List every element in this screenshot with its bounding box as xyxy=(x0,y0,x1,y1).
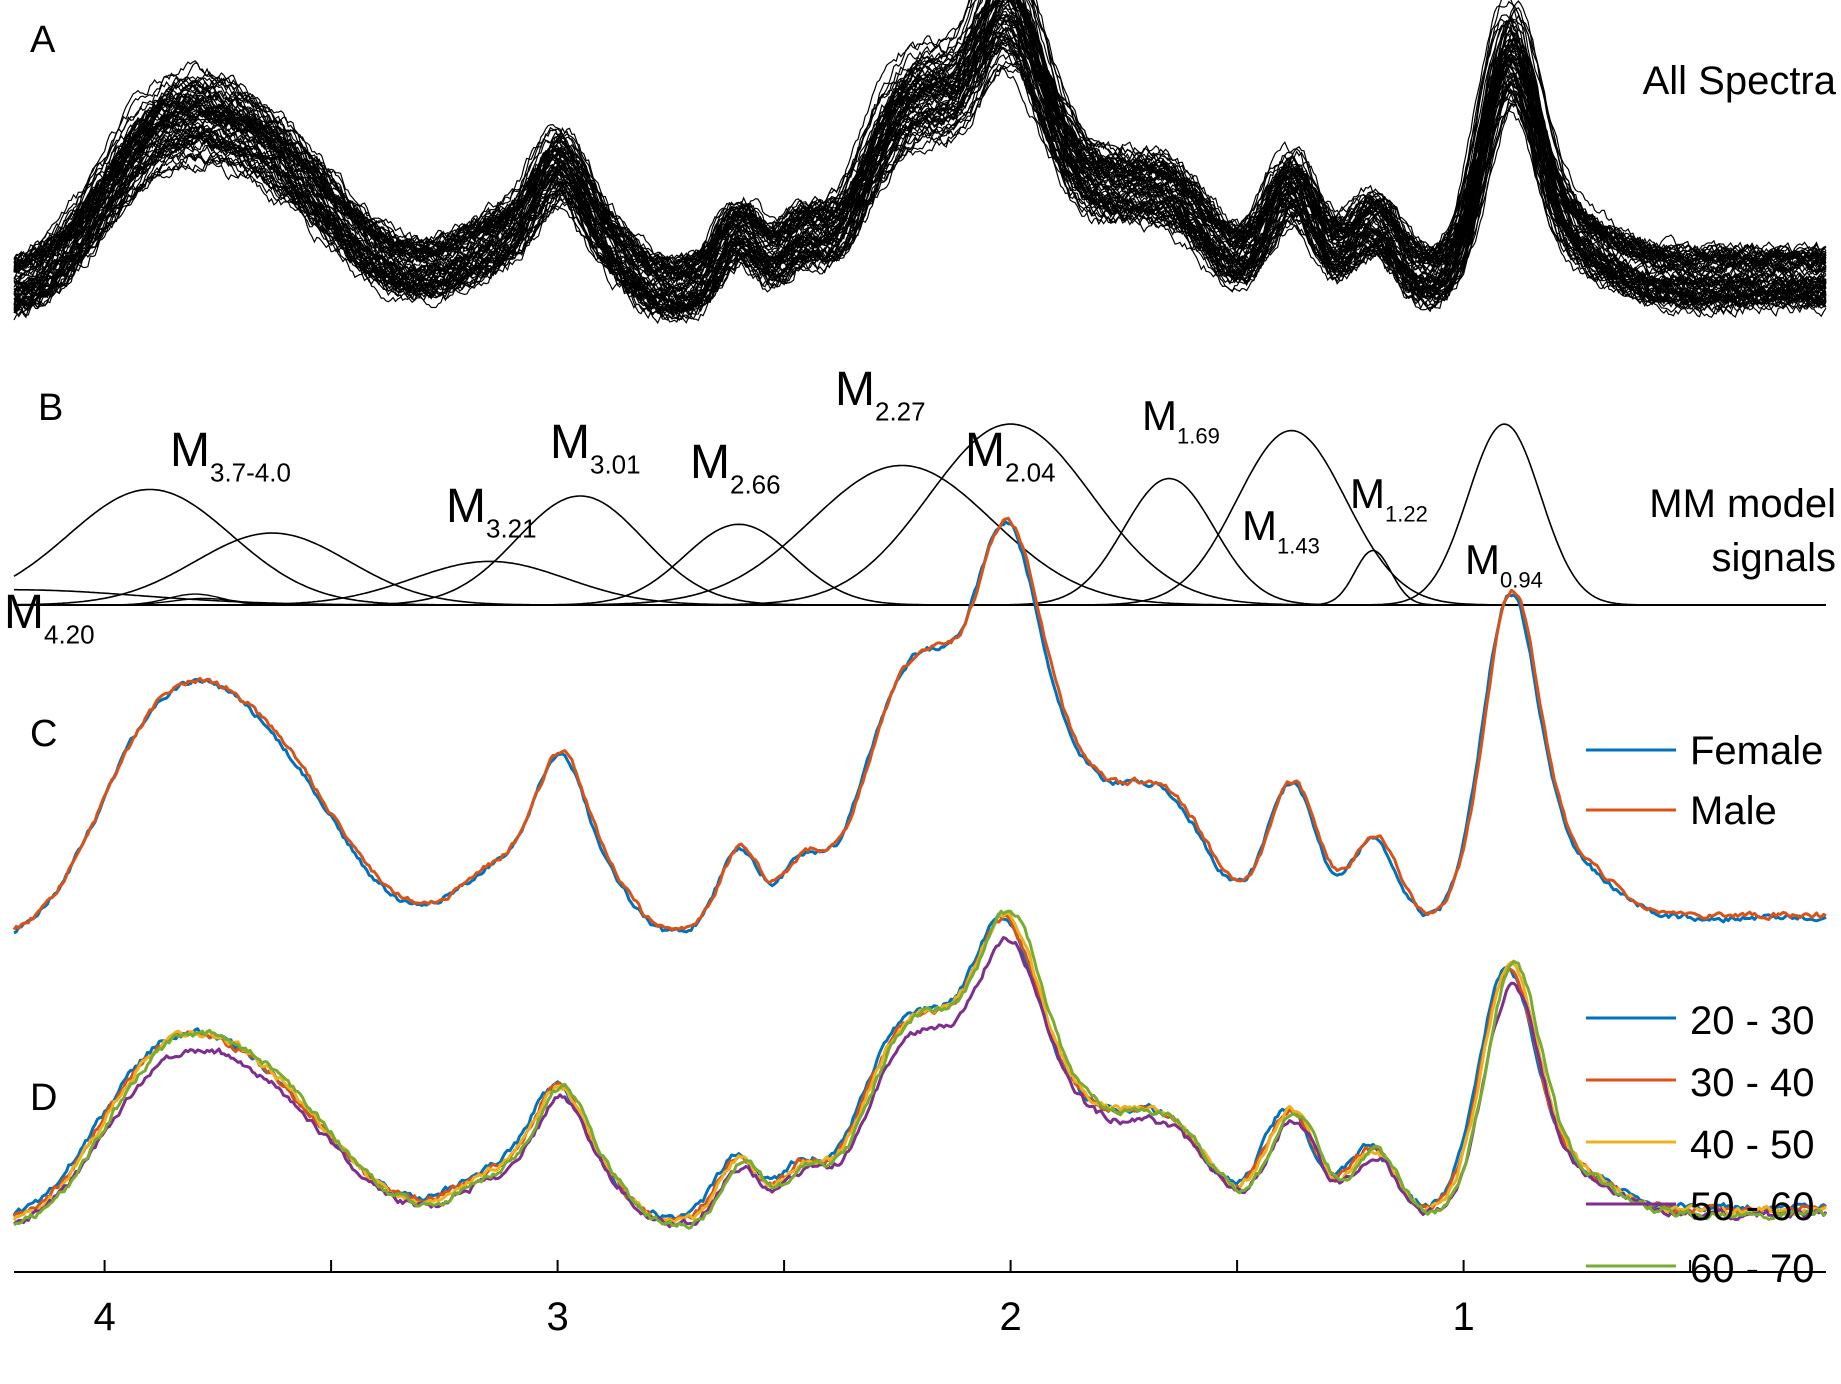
mm-model-label: M0.94 xyxy=(1465,536,1543,592)
mm-model-label: M3.21 xyxy=(446,480,537,543)
mm-model-label: M2.04 xyxy=(965,424,1056,487)
mm-label-sub: 1.22 xyxy=(1385,501,1428,526)
average-spectrum-line xyxy=(12,516,1827,932)
panel-a: A All Spectra xyxy=(13,0,1837,325)
mm-label-main: M xyxy=(550,416,590,469)
average-spectrum-line xyxy=(13,936,1828,1229)
panel-b: B MM model signals M4.20M3.7-4.0M3.21M3.… xyxy=(4,363,1836,649)
average-spectrum-line xyxy=(12,910,1827,1224)
legend-label: 20 - 30 xyxy=(1690,999,1815,1043)
spectrum-trace xyxy=(13,0,1827,293)
mm-model-label: M2.27 xyxy=(835,363,926,426)
mm-label-sub: 3.7-4.0 xyxy=(210,457,291,487)
mm-label-main: M xyxy=(1350,470,1385,517)
legend-label: 40 - 50 xyxy=(1690,1123,1815,1167)
mm-model-label: M1.43 xyxy=(1242,502,1320,558)
mm-model-label: M2.66 xyxy=(690,436,781,499)
panel-c-letter: C xyxy=(30,713,57,755)
mm-label-main: M xyxy=(1242,502,1277,549)
mm-label-sub: 2.04 xyxy=(1005,457,1056,487)
mm-label-sub: 4.20 xyxy=(44,619,95,649)
legend-label: 30 - 40 xyxy=(1690,1061,1815,1105)
spectrum-trace xyxy=(13,65,1827,323)
mm-label-sub: 1.43 xyxy=(1277,533,1320,558)
x-axis-ticks: 4 3 2 1 xyxy=(93,1260,1692,1339)
mm-model-label: M3.01 xyxy=(550,416,641,479)
sex-average-lines xyxy=(12,516,1827,935)
mm-model-label: M1.69 xyxy=(1142,392,1220,448)
mm-model-label: M4.20 xyxy=(4,586,95,649)
mm-label-main: M xyxy=(4,586,44,639)
mm-label-main: M xyxy=(446,480,486,533)
mm-model-curve xyxy=(14,532,1826,606)
mm-model-curve xyxy=(14,597,1826,606)
spectrum-trace xyxy=(13,35,1827,315)
spectrum-trace xyxy=(14,0,1827,284)
legend-label: 50 - 60 xyxy=(1690,1185,1815,1229)
average-spectrum-line xyxy=(12,912,1827,1221)
mm-model-curve xyxy=(14,477,1826,606)
panel-a-letter: A xyxy=(30,19,56,61)
mm-model-curve xyxy=(14,549,1826,606)
panel-b-label-line1: MM model xyxy=(1649,482,1836,526)
mm-model-curve xyxy=(14,588,1826,606)
mm-model-curves xyxy=(13,423,1826,606)
mm-label-main: M xyxy=(1465,536,1500,583)
x-tick-label: 4 xyxy=(93,1295,115,1339)
spectrum-trace xyxy=(13,0,1827,282)
mm-model-curve xyxy=(14,423,1826,606)
x-tick-label: 3 xyxy=(546,1295,568,1339)
spectrum-trace xyxy=(13,0,1827,312)
panel-b-label-line2: signals xyxy=(1711,536,1836,580)
mm-label-sub: 3.01 xyxy=(590,449,641,479)
mm-label-sub: 2.66 xyxy=(730,469,781,499)
mm-model-curve xyxy=(14,423,1826,606)
x-axis: 4 3 2 1 xyxy=(14,1260,1826,1339)
mm-label-main: M xyxy=(835,363,875,416)
age-average-lines xyxy=(12,909,1828,1230)
mm-label-sub: 0.94 xyxy=(1500,567,1543,592)
mm-label-sub: 1.69 xyxy=(1177,423,1220,448)
legend-label: Female xyxy=(1690,729,1823,773)
spectrum-trace xyxy=(13,40,1827,302)
panel-a-label: All Spectra xyxy=(1643,59,1837,103)
panel-d-letter: D xyxy=(30,1077,57,1119)
mm-label-main: M xyxy=(965,424,1005,477)
mm-model-curve xyxy=(14,560,1826,606)
spectrum-trace xyxy=(13,0,1827,268)
mm-model-label: M3.7-4.0 xyxy=(170,424,291,487)
mm-label-sub: 3.21 xyxy=(486,513,537,543)
legend-label: Male xyxy=(1690,789,1777,833)
x-tick-label: 2 xyxy=(999,1295,1021,1339)
average-spectrum-line xyxy=(12,913,1827,1223)
x-tick-label: 1 xyxy=(1452,1295,1474,1339)
sex-legend: Female Male xyxy=(1586,729,1823,833)
mm-label-main: M xyxy=(170,424,210,477)
panel-d: D 20 - 30 30 - 40 40 - 50 50 - 60 60 - 70 xyxy=(12,909,1828,1291)
spectrum-trace xyxy=(13,35,1827,316)
average-spectrum-line xyxy=(13,520,1827,935)
spectrum-trace xyxy=(13,65,1827,315)
mm-label-main: M xyxy=(690,436,730,489)
spectrum-trace xyxy=(13,32,1827,316)
spectrum-trace xyxy=(13,0,1827,309)
legend-label: 60 - 70 xyxy=(1690,1247,1815,1291)
mm-model-label: M1.22 xyxy=(1350,470,1428,526)
panel-c: C Female Male xyxy=(12,516,1827,935)
mm-label-sub: 2.27 xyxy=(875,396,926,426)
spectrum-trace xyxy=(13,0,1827,274)
panel-b-letter: B xyxy=(38,387,63,429)
mm-label-main: M xyxy=(1142,392,1177,439)
average-spectrum-line xyxy=(13,909,1827,1230)
age-legend: 20 - 30 30 - 40 40 - 50 50 - 60 60 - 70 xyxy=(1586,999,1815,1291)
all-spectra-traces xyxy=(13,0,1827,325)
mm-model-curve xyxy=(14,495,1826,606)
